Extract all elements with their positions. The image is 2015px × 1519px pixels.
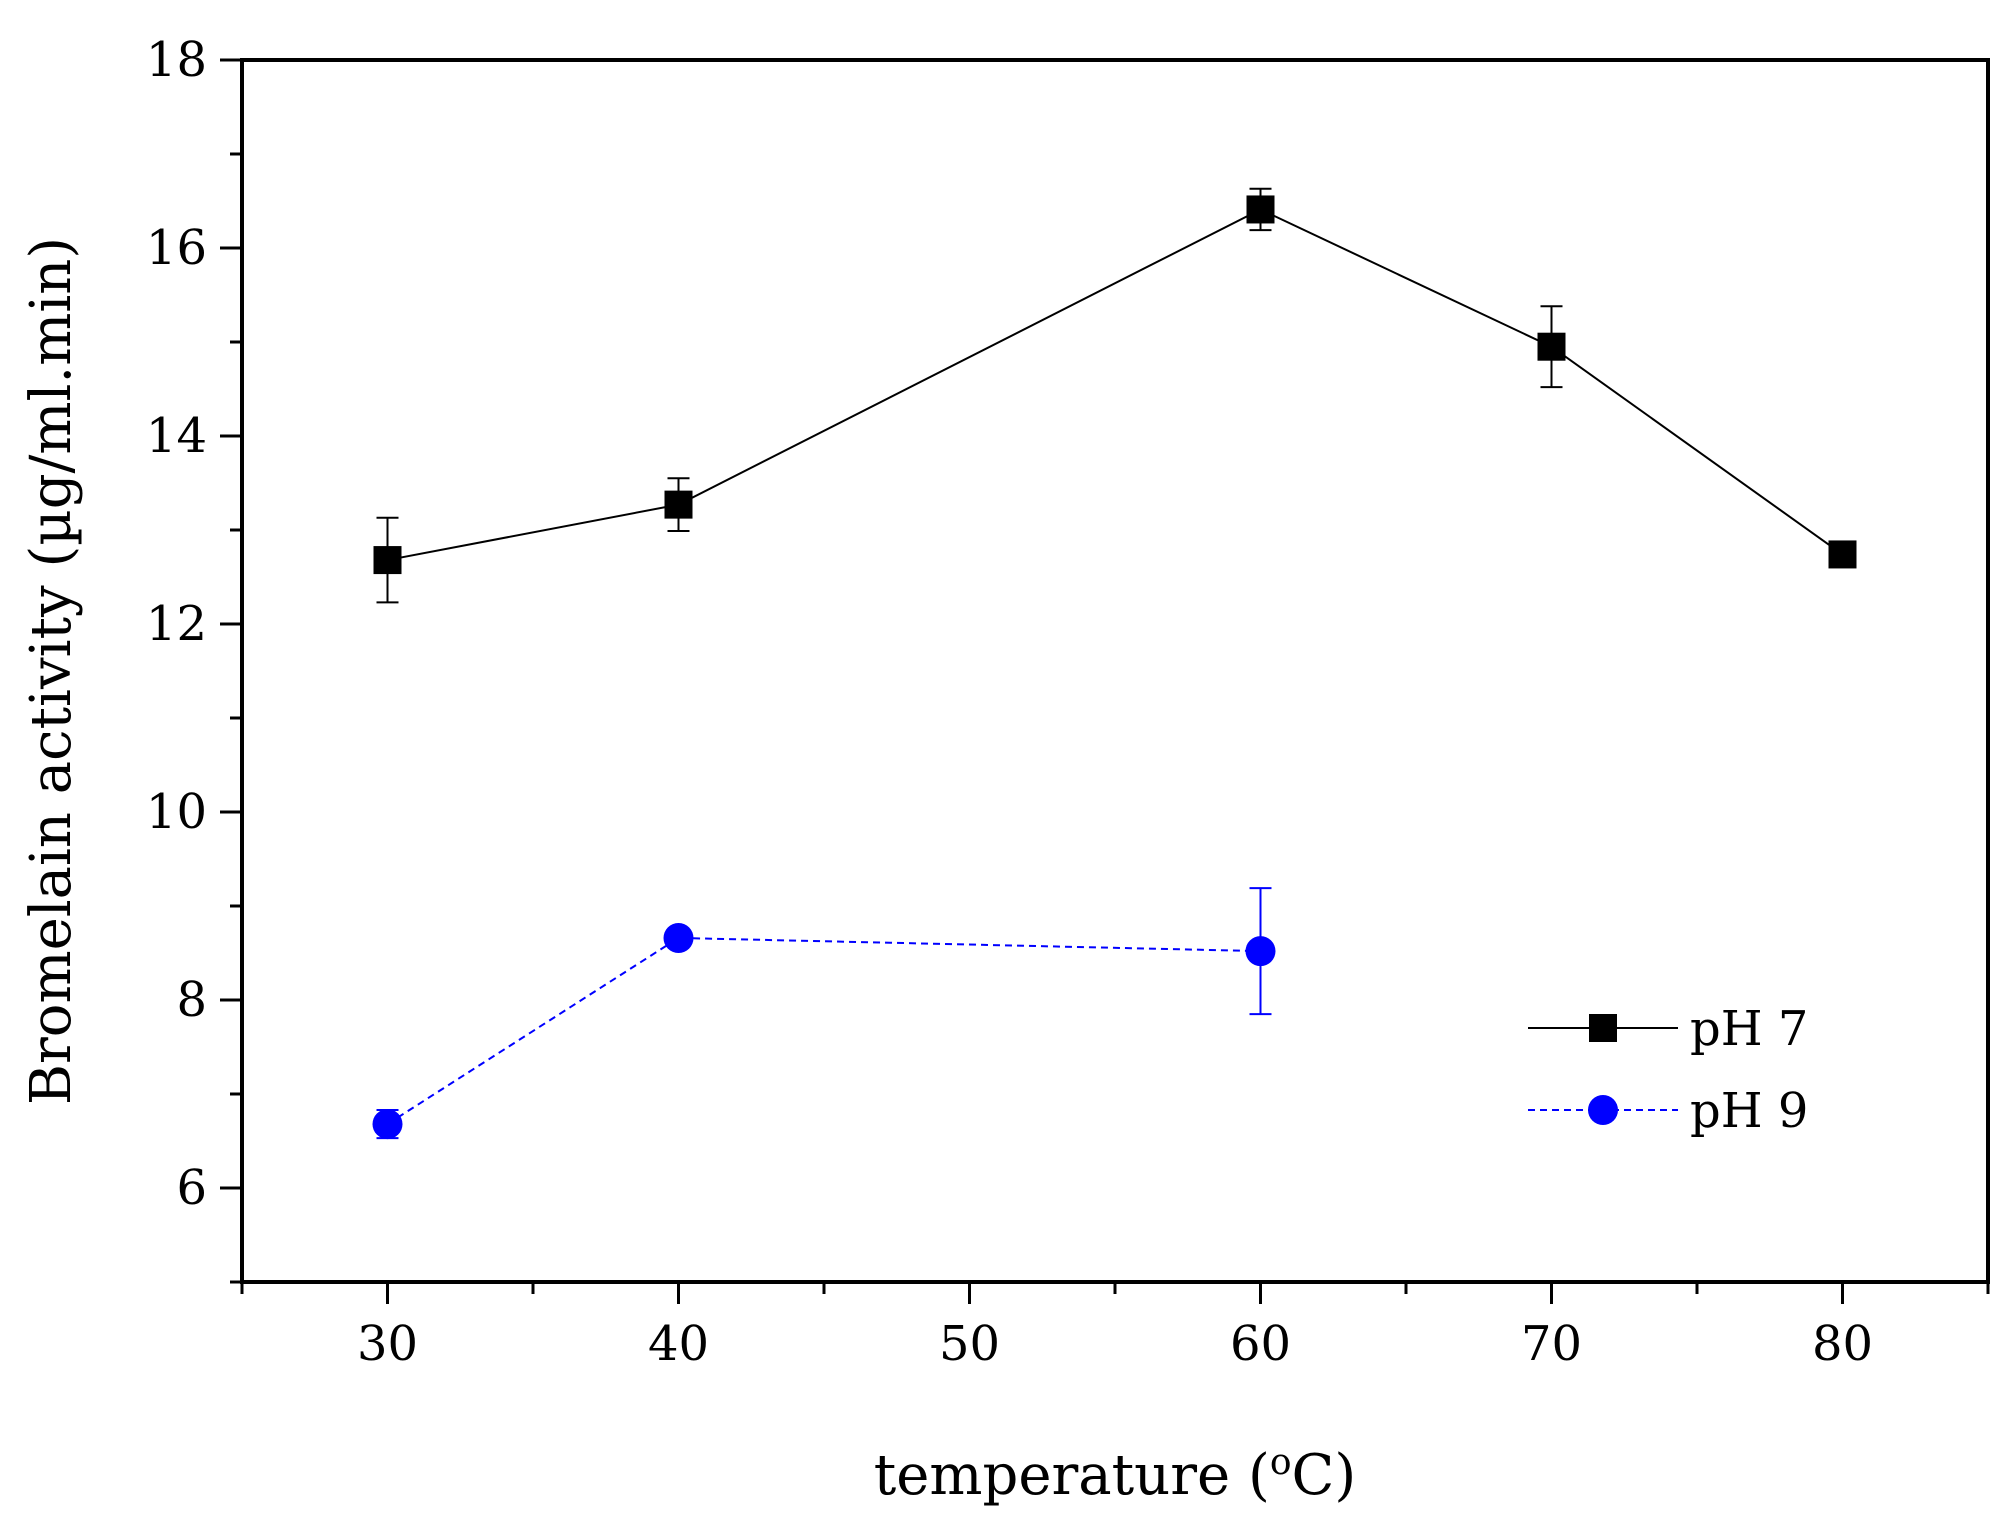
x-axis-title: temperature (oC) bbox=[874, 1442, 1356, 1508]
data-point bbox=[372, 1109, 403, 1140]
y-axis-title: Bromelain activity (µg/ml.min) bbox=[19, 237, 84, 1105]
legend: pH 7 pH 9 bbox=[1528, 1001, 1808, 1139]
data-point bbox=[664, 490, 693, 519]
x-tick-label: 70 bbox=[1521, 1316, 1582, 1372]
series-layer bbox=[372, 187, 1857, 1140]
legend-marker bbox=[1589, 1014, 1617, 1042]
axes: 6 8 10 12 14 16 18 30 40 50 60 70 80 bbox=[146, 32, 1990, 1372]
series-0 bbox=[373, 187, 1857, 604]
series-line bbox=[386, 936, 1261, 1125]
y-tick-label: 16 bbox=[146, 220, 207, 276]
x-tick-label: 30 bbox=[357, 1316, 418, 1372]
x-axis-title-main: temperature ( bbox=[874, 1443, 1270, 1508]
y-tick-label: 14 bbox=[146, 408, 207, 464]
y-tick-label: 10 bbox=[146, 784, 207, 840]
data-point bbox=[1246, 195, 1275, 224]
data-point bbox=[373, 546, 402, 575]
data-point bbox=[1828, 540, 1857, 569]
y-tick-label: 12 bbox=[146, 596, 207, 652]
legend-marker bbox=[1588, 1095, 1618, 1125]
data-point bbox=[663, 922, 694, 953]
data-point bbox=[1537, 332, 1566, 361]
y-tick-label: 6 bbox=[176, 1160, 207, 1216]
series-line bbox=[387, 208, 1844, 562]
legend-label: pH 9 bbox=[1690, 1083, 1808, 1139]
x-axis-title-tail: C) bbox=[1292, 1443, 1357, 1508]
data-point bbox=[1245, 936, 1276, 967]
x-tick-label: 40 bbox=[648, 1316, 709, 1372]
y-tick-label: 18 bbox=[146, 32, 207, 88]
x-tick-label: 60 bbox=[1230, 1316, 1291, 1372]
x-tick-label: 80 bbox=[1812, 1316, 1873, 1372]
x-tick-label: 50 bbox=[939, 1316, 1000, 1372]
x-axis-title-sup: o bbox=[1270, 1442, 1292, 1483]
y-tick-label: 8 bbox=[176, 972, 207, 1028]
series-1 bbox=[372, 887, 1276, 1140]
legend-label: pH 7 bbox=[1690, 1001, 1808, 1057]
